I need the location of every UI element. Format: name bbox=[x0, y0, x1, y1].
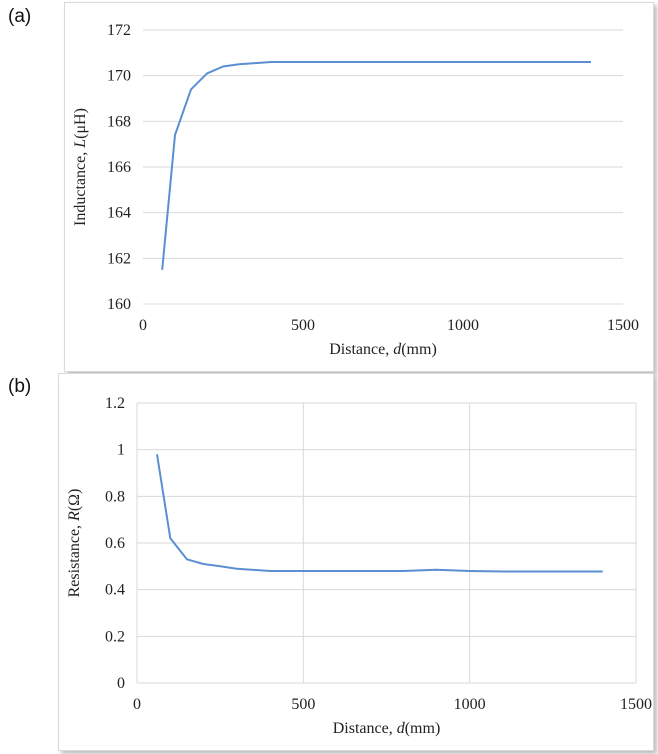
data-series-line bbox=[157, 454, 603, 571]
x-tick-label: 1500 bbox=[620, 696, 652, 713]
x-tick-label: 0 bbox=[139, 317, 147, 334]
y-tick-label: 0.6 bbox=[105, 535, 125, 552]
x-axis-title: Distance, d(mm) bbox=[333, 720, 441, 737]
y-axis-title: Inductance, L(μH) bbox=[72, 108, 89, 226]
y-tick-label: 0.4 bbox=[105, 582, 125, 599]
y-tick-label: 1.2 bbox=[105, 395, 125, 412]
x-tick-label: 500 bbox=[291, 317, 315, 334]
y-tick-label: 172 bbox=[107, 22, 131, 39]
x-tick-label: 1500 bbox=[607, 317, 639, 334]
y-tick-label: 166 bbox=[107, 159, 131, 176]
x-tick-label: 0 bbox=[133, 696, 141, 713]
y-tick-label: 0.8 bbox=[105, 488, 125, 505]
data-series-line bbox=[162, 62, 591, 270]
y-tick-label: 168 bbox=[107, 113, 131, 130]
x-tick-label: 1000 bbox=[454, 696, 486, 713]
x-axis-title: Distance, d(mm) bbox=[329, 341, 437, 358]
chart-b-container: 0 0.2 0.4 0.6 0.8 1 1.2 0 500 1000 1500 Distance, d… bbox=[58, 373, 654, 751]
x-tick-label: 500 bbox=[291, 696, 315, 713]
x-tick-label: 1000 bbox=[447, 317, 479, 334]
y-tick-label: 160 bbox=[107, 296, 131, 313]
panel-label-a: (a) bbox=[8, 6, 31, 28]
chart-a: 160 162 164 166 168 170 172 0 500 1000 1500 Distanc… bbox=[65, 3, 653, 371]
y-tick-label: 1 bbox=[117, 442, 125, 459]
y-tick-label: 0.2 bbox=[105, 628, 125, 645]
y-tick-label: 162 bbox=[107, 250, 131, 267]
y-tick-label: 164 bbox=[107, 205, 131, 222]
y-tick-label: 170 bbox=[107, 68, 131, 85]
chart-b: 0 0.2 0.4 0.6 0.8 1 1.2 0 500 1000 1500 Distance, d… bbox=[59, 374, 653, 750]
panel-label-b: (b) bbox=[8, 376, 31, 398]
y-axis-title: Resistance, R(Ω) bbox=[66, 489, 83, 598]
y-tick-label: 0 bbox=[117, 675, 125, 692]
chart-a-container: 160 162 164 166 168 170 172 0 500 1000 1500 Distanc… bbox=[64, 2, 654, 372]
